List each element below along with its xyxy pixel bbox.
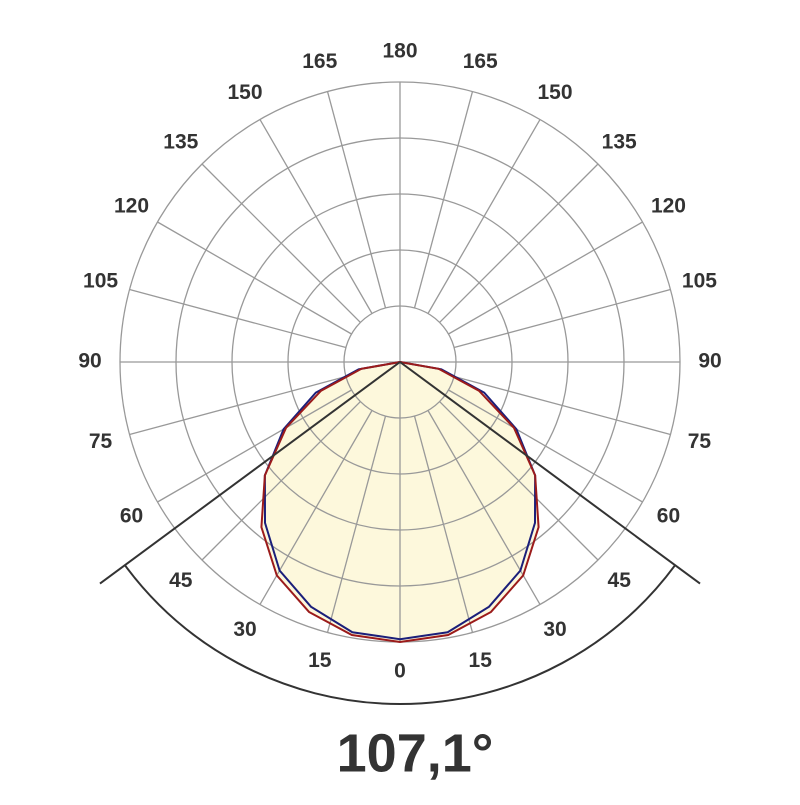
grid-spoke xyxy=(413,91,474,309)
angle-tick-label: 45 xyxy=(608,569,632,592)
angle-tick-label: 150 xyxy=(227,81,262,104)
angle-tick-label: 75 xyxy=(89,430,113,453)
angle-tick-label: 90 xyxy=(698,350,721,373)
grid-spoke xyxy=(448,389,643,503)
grid-spoke xyxy=(129,375,347,436)
angle-tick-label: 165 xyxy=(463,50,498,73)
beam-line xyxy=(99,361,401,585)
intensity-curve xyxy=(263,360,537,641)
grid-spoke xyxy=(157,389,352,503)
angle-tick-label: 135 xyxy=(163,130,198,153)
grid-spoke xyxy=(326,415,387,633)
grid-spoke xyxy=(259,410,373,605)
angle-tick-label: 75 xyxy=(688,430,712,453)
angle-tick-label: 0 xyxy=(394,660,406,683)
beam-arc xyxy=(124,564,676,705)
grid-spoke xyxy=(413,415,474,633)
angle-tick-label: 15 xyxy=(308,649,332,672)
angle-tick-label: 150 xyxy=(537,81,572,104)
angle-tick-label: 45 xyxy=(169,569,193,592)
beam-angle-label: 107,1° xyxy=(337,723,494,783)
grid-spoke xyxy=(427,410,541,605)
grid-spoke xyxy=(439,163,599,323)
grid-spoke xyxy=(448,221,643,335)
angle-tick-label: 60 xyxy=(120,505,143,528)
angle-tick-label: 30 xyxy=(233,618,256,641)
grid-spoke xyxy=(439,401,599,561)
angle-tick-label: 165 xyxy=(302,50,337,73)
beam-line xyxy=(399,361,701,585)
angle-tick-label: 60 xyxy=(657,505,680,528)
grid-spoke xyxy=(129,288,347,349)
angle-tick-label: 30 xyxy=(543,618,566,641)
intensity-curve xyxy=(260,360,540,644)
angle-tick-label: 180 xyxy=(382,40,417,63)
angle-tick-label: 105 xyxy=(83,269,118,292)
angle-tick-label: 90 xyxy=(78,350,101,373)
grid-spoke xyxy=(201,401,361,561)
grid-spoke xyxy=(453,288,671,349)
grid-spoke xyxy=(453,375,671,436)
angle-tick-label: 15 xyxy=(469,649,493,672)
grid-spoke xyxy=(201,163,361,323)
grid-spoke xyxy=(326,91,387,309)
grid-spoke xyxy=(259,119,373,314)
grid-spoke xyxy=(427,119,541,314)
angle-tick-label: 105 xyxy=(682,269,717,292)
angle-tick-label: 135 xyxy=(602,130,637,153)
grid-spoke xyxy=(157,221,352,335)
angle-tick-label: 120 xyxy=(114,195,149,218)
angle-tick-label: 120 xyxy=(651,195,686,218)
